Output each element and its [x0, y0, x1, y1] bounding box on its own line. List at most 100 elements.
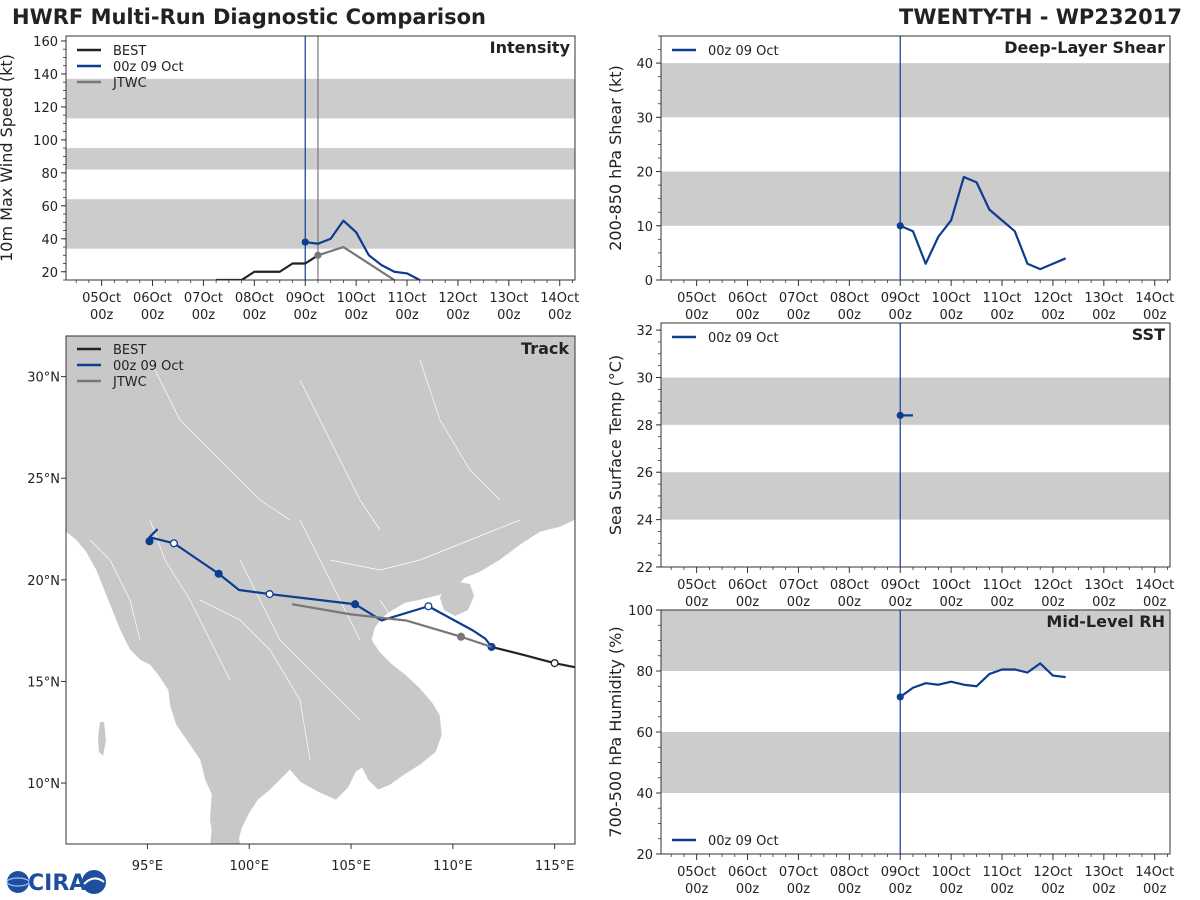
shear-xtick-label: 14Oct	[1135, 291, 1174, 306]
track-0-marker-0	[550, 659, 559, 668]
shear-xtick-label: 10Oct	[932, 291, 971, 306]
track-xtick-label-2: 105°E	[331, 859, 371, 874]
malay-peninsula	[210, 790, 240, 844]
intensity-xtick-sublabel: 00z	[446, 308, 470, 323]
track-frame	[65, 335, 576, 845]
shear-xtick-label: 05Oct	[677, 291, 716, 306]
rh-xtick-sublabel: 00z	[1041, 882, 1065, 897]
sst-xtick-label: 10Oct	[932, 578, 971, 593]
rh-legend-label-0: 00z 09 Oct	[708, 834, 779, 849]
sst-xtick-label: 09Oct	[881, 578, 920, 593]
rh-ytick-label-4: 100	[628, 604, 653, 619]
intensity-ytick-label-2: 60	[41, 200, 58, 215]
rh-xtick-label: 13Oct	[1084, 865, 1123, 880]
sst-xtick-sublabel: 00z	[685, 595, 709, 610]
intensity-ylabel: 10m Max Wind Speed (kt)	[0, 54, 16, 262]
sst-xtick-sublabel: 00z	[990, 595, 1014, 610]
intensity-band-2	[66, 78, 575, 119]
sst-ytick-label-2: 26	[636, 466, 653, 481]
rh-xtick-label: 09Oct	[881, 865, 920, 880]
shear-xtick-label: 13Oct	[1084, 291, 1123, 306]
track-legend-label-1: 00z 09 Oct	[113, 359, 184, 374]
sst-xtick-sublabel: 00z	[1092, 595, 1116, 610]
andaman-islands	[98, 722, 106, 756]
track-ytick-label-4: 30°N	[27, 371, 60, 386]
intensity-ytick-label-6: 140	[33, 68, 58, 83]
sst-legend-label-0: 00z 09 Oct	[708, 331, 779, 346]
sst-xtick-sublabel: 00z	[838, 595, 862, 610]
sst-ylabel: Sea Surface Temp (°C)	[606, 355, 625, 535]
shear-xtick-sublabel: 00z	[889, 308, 913, 323]
track-1-marker-2	[351, 600, 360, 609]
logo-text: CIRA	[28, 871, 86, 896]
intensity-ytick-label-1: 40	[41, 233, 58, 248]
sst-panel: 22 24 26 28 30 32 05Oct 00z 06Oct 00z 07Oct 00z 08Oc…	[606, 322, 1174, 610]
intensity-xtick-label: 12Oct	[438, 291, 477, 306]
rh-title: Mid-Level RH	[1046, 612, 1165, 631]
sst-series-group	[896, 411, 913, 419]
sst-xtick-sublabel: 00z	[787, 595, 811, 610]
rh-ytick-label-1: 40	[636, 787, 653, 802]
sst-ytick-label-5: 32	[636, 324, 653, 339]
intensity-xtick-sublabel: 00z	[497, 308, 521, 323]
intensity-band-0	[66, 199, 575, 249]
globe-icon	[7, 871, 29, 893]
shear-xtick-sublabel: 00z	[736, 308, 760, 323]
intensity-xtick-sublabel: 00z	[548, 308, 572, 323]
track-xtick-label-0: 95°E	[132, 859, 163, 874]
rh-ylabel: 700-500 hPa Humidity (%)	[606, 626, 625, 837]
storm-id: TWENTY-TH - WP232017	[899, 5, 1182, 29]
rh-xtick-sublabel: 00z	[787, 882, 811, 897]
intensity-series-2-init-point	[314, 251, 322, 259]
sst-ytick-label-0: 22	[636, 561, 653, 576]
rh-band-0	[661, 732, 1170, 793]
rh-ytick-label-0: 20	[636, 848, 653, 863]
sst-xtick-label: 12Oct	[1033, 578, 1072, 593]
sst-ytick-label-4: 30	[636, 371, 653, 386]
hainan-island	[440, 582, 474, 616]
track-legend-label-0: BEST	[113, 343, 146, 358]
intensity-xtick-sublabel: 00z	[141, 308, 165, 323]
intensity-series-2-line	[317, 245, 395, 280]
track-1-line	[148, 528, 493, 648]
intensity-series-1-init-point	[301, 238, 309, 246]
rh-panel: 20 40 60 80 100 05Oct 00z 06Oct 00z 07Oct 00z 08Oct…	[606, 604, 1174, 897]
rh-xtick-label: 08Oct	[830, 865, 869, 880]
intensity-series-0-line	[216, 254, 319, 280]
track-2-marker-0	[456, 632, 466, 641]
track-ytick-label-3: 25°N	[27, 472, 60, 487]
sst-xtick-sublabel: 00z	[736, 595, 760, 610]
track-1-marker-3	[265, 590, 274, 599]
track-0-line	[491, 645, 575, 669]
rh-xtick-label: 11Oct	[983, 865, 1022, 880]
shear-series-0-init-point	[896, 222, 904, 230]
shear-xtick-sublabel: 00z	[990, 308, 1014, 323]
track-2-line	[291, 603, 492, 648]
track-panel: 95°E 100°E 105°E 110°E 115°E 10°N 15°N 20°N 25°N…	[27, 335, 576, 874]
shear-ytick-label-0: 0	[645, 274, 653, 289]
rh-xtick-sublabel: 00z	[1143, 882, 1167, 897]
cira-logo: CIRA	[6, 870, 106, 896]
intensity-xtick-sublabel: 00z	[344, 308, 368, 323]
track-ytick-label-2: 20°N	[27, 574, 60, 589]
intensity-series-group	[216, 219, 421, 280]
shear-ytick-label-4: 40	[636, 57, 653, 72]
sst-ytick-label-1: 24	[636, 514, 653, 529]
shear-title: Deep-Layer Shear	[1004, 38, 1165, 57]
rh-ytick-label-2: 60	[636, 726, 653, 741]
shear-xtick-sublabel: 00z	[838, 308, 862, 323]
sst-frame	[660, 322, 1171, 568]
track-xtick-label-4: 115°E	[535, 859, 575, 874]
rh-xtick-label: 07Oct	[779, 865, 818, 880]
intensity-xtick-label: 14Oct	[540, 291, 579, 306]
rh-xtick-label: 06Oct	[728, 865, 767, 880]
intensity-ytick-label-3: 80	[41, 167, 58, 182]
intensity-xtick-sublabel: 00z	[90, 308, 114, 323]
shear-panel: 0 10 20 30 40 05Oct 00z 06Oct 00z 07Oct 00z 08Oct 00…	[606, 35, 1174, 323]
sst-xtick-sublabel: 00z	[1143, 595, 1167, 610]
intensity-ytick-label-5: 120	[33, 101, 58, 116]
sst-series-0-init-point	[896, 411, 904, 419]
sst-xtick-sublabel: 00z	[1041, 595, 1065, 610]
sst-band-1	[661, 377, 1170, 425]
